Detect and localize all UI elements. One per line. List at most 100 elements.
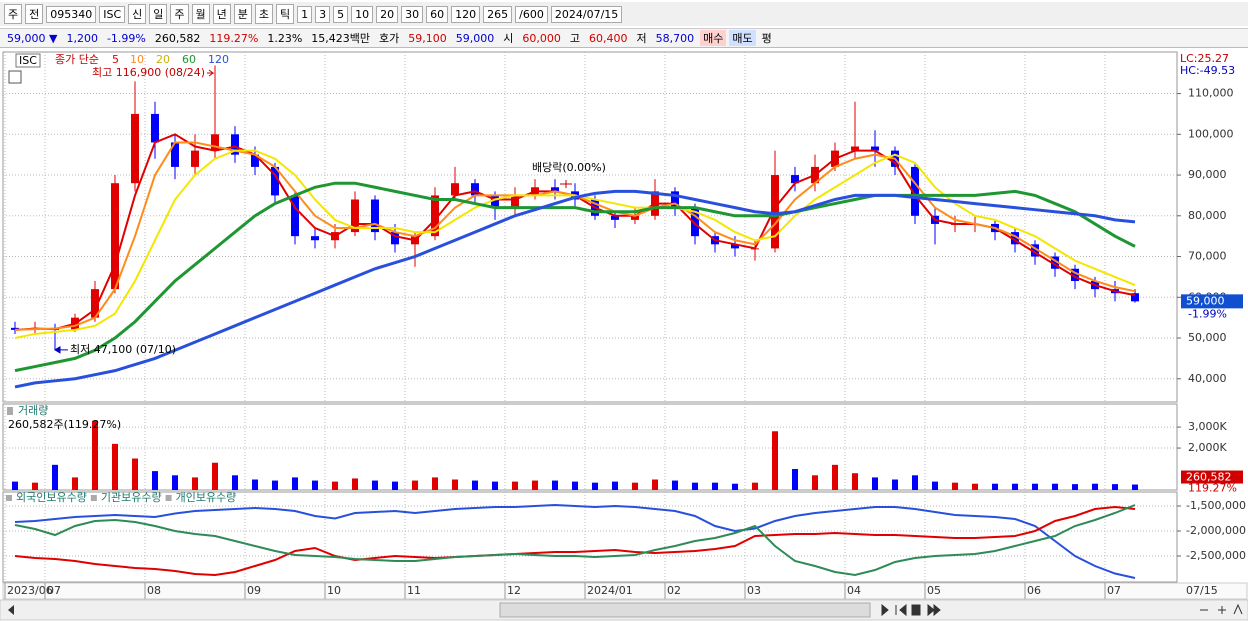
volume-bar bbox=[772, 431, 778, 490]
candle-body bbox=[131, 113, 139, 184]
volume-bar bbox=[512, 481, 518, 490]
volume-bar bbox=[392, 481, 398, 490]
high-annotation: 최고 116,900 (08/24) bbox=[92, 66, 205, 79]
toolbar-item[interactable]: 일 bbox=[149, 4, 168, 24]
toolbar: 주 전 095340 ISC 신 일 주 월 년 분 초 틱 1 3 5 10 20 30 60 120 265/600… bbox=[0, 2, 1248, 26]
candle-body bbox=[171, 142, 179, 167]
quote-item: 119.27% bbox=[209, 31, 259, 45]
dividend-marker bbox=[560, 180, 572, 188]
candle-body bbox=[471, 183, 479, 196]
scroll-left[interactable] bbox=[8, 605, 14, 615]
candle-body bbox=[911, 166, 919, 216]
toolbar-item[interactable]: 틱 bbox=[276, 4, 295, 24]
candle-body bbox=[11, 327, 19, 330]
volume-bar bbox=[1132, 484, 1138, 490]
candle-body bbox=[511, 195, 519, 208]
x-tick-label: 08 bbox=[147, 584, 161, 597]
toolbar-item[interactable]: /600 bbox=[515, 5, 548, 23]
toolbar-item[interactable]: 년 bbox=[212, 4, 231, 24]
chart-title: ISC bbox=[19, 54, 37, 67]
toolbar-item[interactable]: 60 bbox=[426, 5, 449, 23]
x-tick-label: 11 bbox=[407, 584, 421, 597]
candle-body bbox=[491, 195, 499, 208]
toolbar-item[interactable]: 주 bbox=[4, 4, 23, 24]
y-tick-label: -2,500,000 bbox=[1186, 549, 1246, 562]
grid-icon[interactable] bbox=[8, 70, 22, 84]
toolbar-item[interactable]: 분 bbox=[233, 4, 252, 24]
y-tick-label: 2,000K bbox=[1188, 441, 1227, 454]
candle-body bbox=[451, 183, 459, 196]
toolbar-item[interactable]: 1 bbox=[297, 5, 313, 23]
volume-bar bbox=[1092, 483, 1098, 490]
volume-bar bbox=[52, 464, 58, 490]
toolbar-item[interactable]: 주 bbox=[170, 4, 189, 24]
zoom-buttons[interactable] bbox=[1200, 603, 1243, 615]
toolbar-item[interactable]: 전 bbox=[25, 4, 44, 24]
volume-bar bbox=[192, 477, 198, 490]
candle-body bbox=[851, 146, 859, 151]
volume-bar bbox=[792, 469, 798, 490]
y-tick-label: 110,000 bbox=[1188, 87, 1234, 100]
y-tick-label: 80,000 bbox=[1188, 209, 1227, 222]
volume-bar bbox=[92, 420, 98, 490]
volume-bar bbox=[932, 481, 938, 490]
scroll-thumb[interactable] bbox=[499, 602, 871, 618]
toolbar-item[interactable]: ISC bbox=[99, 5, 126, 23]
candle-body bbox=[671, 191, 679, 208]
candle-body bbox=[731, 244, 739, 249]
volume-bar bbox=[252, 479, 258, 490]
background bbox=[0, 50, 1248, 621]
y-tick-label: 40,000 bbox=[1188, 372, 1227, 385]
toolbar-item[interactable]: 120 bbox=[451, 5, 481, 23]
volume-bar bbox=[732, 483, 738, 490]
toolbar-item[interactable]: 초 bbox=[254, 4, 274, 24]
volume-title: 거래량 bbox=[18, 404, 48, 417]
toolbar-item[interactable]: 월 bbox=[191, 4, 210, 24]
candle-body bbox=[791, 175, 799, 184]
toolbar-item[interactable]: 2024/07/15 bbox=[550, 5, 623, 23]
volume-bar bbox=[132, 458, 138, 490]
volume-bar bbox=[872, 477, 878, 490]
lc-label: LC:25.27 bbox=[1180, 52, 1229, 65]
candle-body bbox=[251, 154, 259, 167]
quote-item: 1,200 bbox=[66, 31, 98, 45]
volume-bar bbox=[632, 482, 638, 490]
volume-bar bbox=[652, 479, 658, 490]
volume-bar bbox=[612, 481, 618, 490]
candle-body bbox=[871, 146, 879, 151]
volume-bar bbox=[432, 477, 438, 490]
y-tick-label: -1,500,000 bbox=[1186, 499, 1246, 512]
candle-body bbox=[1031, 244, 1039, 257]
toolbar-item[interactable]: 095340 bbox=[46, 5, 97, 23]
price-panel bbox=[2, 51, 1178, 403]
volume-bar bbox=[992, 483, 998, 490]
toolbar-item[interactable]: 265 bbox=[483, 5, 513, 23]
nav-buttons[interactable] bbox=[881, 603, 941, 617]
volume-bar bbox=[912, 475, 918, 490]
volume-bar bbox=[812, 475, 818, 490]
x-tick-label: 07 bbox=[47, 584, 61, 597]
low-annotation: 최저 47,100 (07/10) bbox=[70, 343, 176, 356]
quote-item: 60,400 bbox=[589, 31, 628, 45]
quote-item: 59,100 bbox=[408, 31, 447, 45]
toolbar-item[interactable]: 5 bbox=[333, 5, 349, 23]
candle-body bbox=[1051, 256, 1059, 269]
legend-box bbox=[15, 53, 41, 68]
quote-item: 60,000 bbox=[522, 31, 561, 45]
candle-body bbox=[231, 134, 239, 155]
toolbar-item[interactable]: 3 bbox=[315, 5, 331, 23]
candle-body bbox=[291, 195, 299, 237]
x-tick-label: 02 bbox=[667, 584, 681, 597]
volume-bar bbox=[532, 480, 538, 490]
toolbar-item[interactable]: 신 bbox=[128, 4, 147, 24]
quote-item: 호가 bbox=[379, 32, 400, 45]
quote-item: 저 bbox=[636, 32, 647, 45]
toolbar-item[interactable]: 20 bbox=[376, 5, 399, 23]
series-line bbox=[14, 505, 1136, 577]
toolbar-item[interactable]: 30 bbox=[401, 5, 424, 23]
volume-bar bbox=[552, 480, 558, 490]
toolbar-item[interactable]: 10 bbox=[351, 5, 374, 23]
quote-item: 매도 bbox=[729, 30, 756, 46]
volume-bar bbox=[1072, 484, 1078, 490]
